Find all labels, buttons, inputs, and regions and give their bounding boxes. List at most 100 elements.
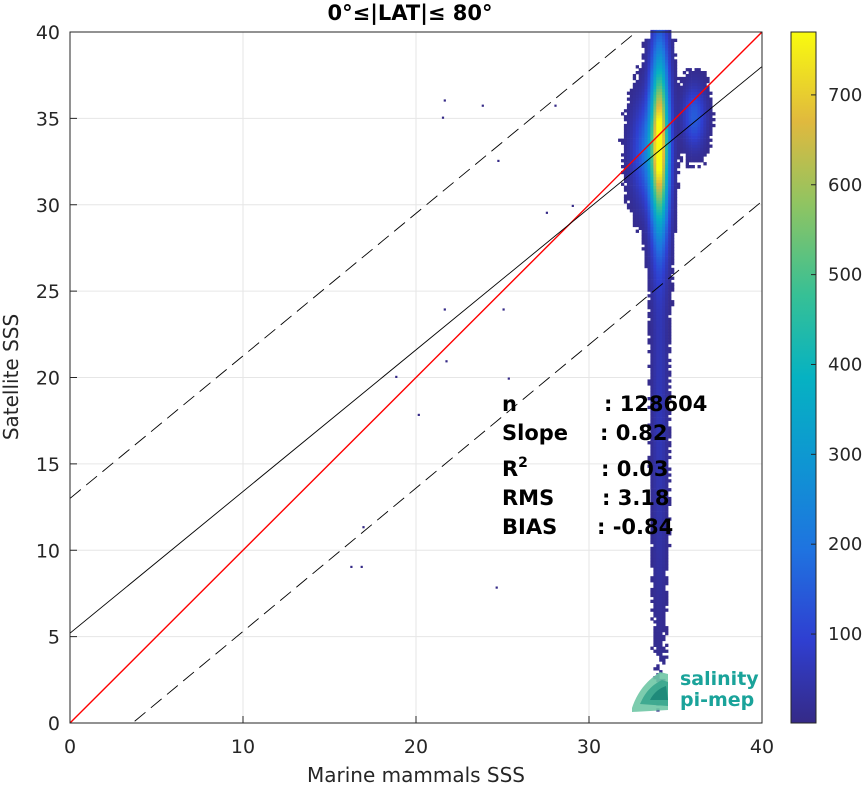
y-tick-label: 5 (48, 627, 60, 649)
density-cell (650, 370, 654, 374)
density-cell (662, 499, 666, 504)
density-cell (673, 156, 678, 160)
density-cell (662, 455, 666, 460)
density-cell (691, 112, 695, 116)
density-cell (662, 320, 666, 324)
density-cell (626, 188, 631, 192)
density-cell (668, 144, 672, 148)
density-cell (653, 150, 657, 154)
density-cell (650, 214, 654, 219)
density-cell (676, 150, 681, 154)
density-cell (706, 103, 710, 107)
density-cell (697, 118, 701, 122)
density-cell (635, 212, 639, 216)
density-cell (662, 294, 666, 298)
density-cell (668, 59, 672, 63)
colorbar-tick-label: 400 (828, 354, 862, 375)
density-cell (656, 599, 660, 603)
density-cell (629, 194, 634, 198)
density-cell (632, 176, 637, 181)
density-cell (665, 306, 669, 310)
density-cell (665, 65, 669, 69)
density-cell (659, 306, 663, 310)
density-cell (662, 173, 666, 178)
density-cell (641, 109, 645, 113)
density-cell (668, 226, 672, 230)
density-cell (647, 121, 651, 125)
density-cell (653, 611, 657, 615)
density-cell (691, 91, 695, 95)
density-cell (653, 355, 657, 360)
density-cell (691, 94, 695, 98)
density-cell (623, 123, 628, 128)
density-cell (662, 285, 666, 289)
density-cell (638, 112, 642, 116)
density-cell (659, 476, 663, 480)
density-cell (671, 47, 675, 51)
density-cell (662, 350, 666, 354)
density-cell (644, 138, 648, 142)
density-cell (671, 53, 675, 57)
density-cell (662, 452, 666, 457)
density-cell (659, 608, 663, 612)
density-cell (668, 297, 672, 301)
density-cell (656, 176, 660, 181)
density-cell (697, 159, 701, 163)
density-cell (665, 267, 669, 272)
density-cell (662, 400, 666, 404)
statistics-annotation: n Slope R2 RMS BIAS : 128604 : 0.82 : 0.… (502, 392, 707, 539)
density-cell (641, 115, 645, 119)
density-cell (665, 118, 669, 122)
density-cell (659, 203, 663, 207)
density-cell (650, 400, 654, 404)
density-cell (638, 126, 642, 131)
density-cell (679, 159, 684, 163)
density-cell (700, 153, 704, 157)
density-cell (659, 523, 663, 527)
density-cell (650, 385, 654, 389)
density-cell (656, 632, 660, 636)
density-cell (632, 126, 637, 131)
density-cell (665, 206, 669, 210)
density-cell (688, 141, 692, 145)
density-cell (665, 320, 669, 324)
density-cell (650, 162, 654, 166)
density-cell (653, 493, 657, 498)
density-cell (650, 300, 654, 304)
density-cell (659, 338, 663, 342)
density-cell (635, 229, 639, 233)
density-cell (653, 223, 657, 228)
density-cell (653, 585, 657, 589)
density-cell (641, 88, 645, 92)
density-cell (629, 206, 634, 210)
density-cell (662, 417, 666, 421)
density-cell (653, 232, 657, 236)
density-cell (665, 432, 669, 436)
density-cell (659, 232, 663, 236)
density-cell (653, 511, 657, 515)
density-cell (700, 94, 704, 98)
density-cell (653, 103, 657, 107)
density-cell (665, 250, 669, 254)
density-cell (665, 441, 669, 445)
density-cell (676, 165, 681, 169)
density-cell (650, 144, 654, 148)
density-cell (676, 129, 681, 134)
density-cell (662, 56, 666, 60)
density-cell (653, 74, 657, 78)
density-cell (668, 126, 672, 131)
density-cell (650, 405, 654, 410)
density-cell (665, 508, 669, 512)
density-cell (647, 132, 651, 136)
density-cell (665, 408, 669, 413)
density-cell (668, 100, 672, 104)
density-cell (650, 159, 654, 163)
density-cell (656, 223, 660, 228)
density-cell (659, 294, 663, 298)
density-cell (659, 68, 663, 72)
density-cell (650, 587, 654, 592)
density-cell (685, 118, 689, 122)
y-axis-label: Satellite SSS (0, 314, 23, 440)
density-cell (641, 191, 645, 195)
